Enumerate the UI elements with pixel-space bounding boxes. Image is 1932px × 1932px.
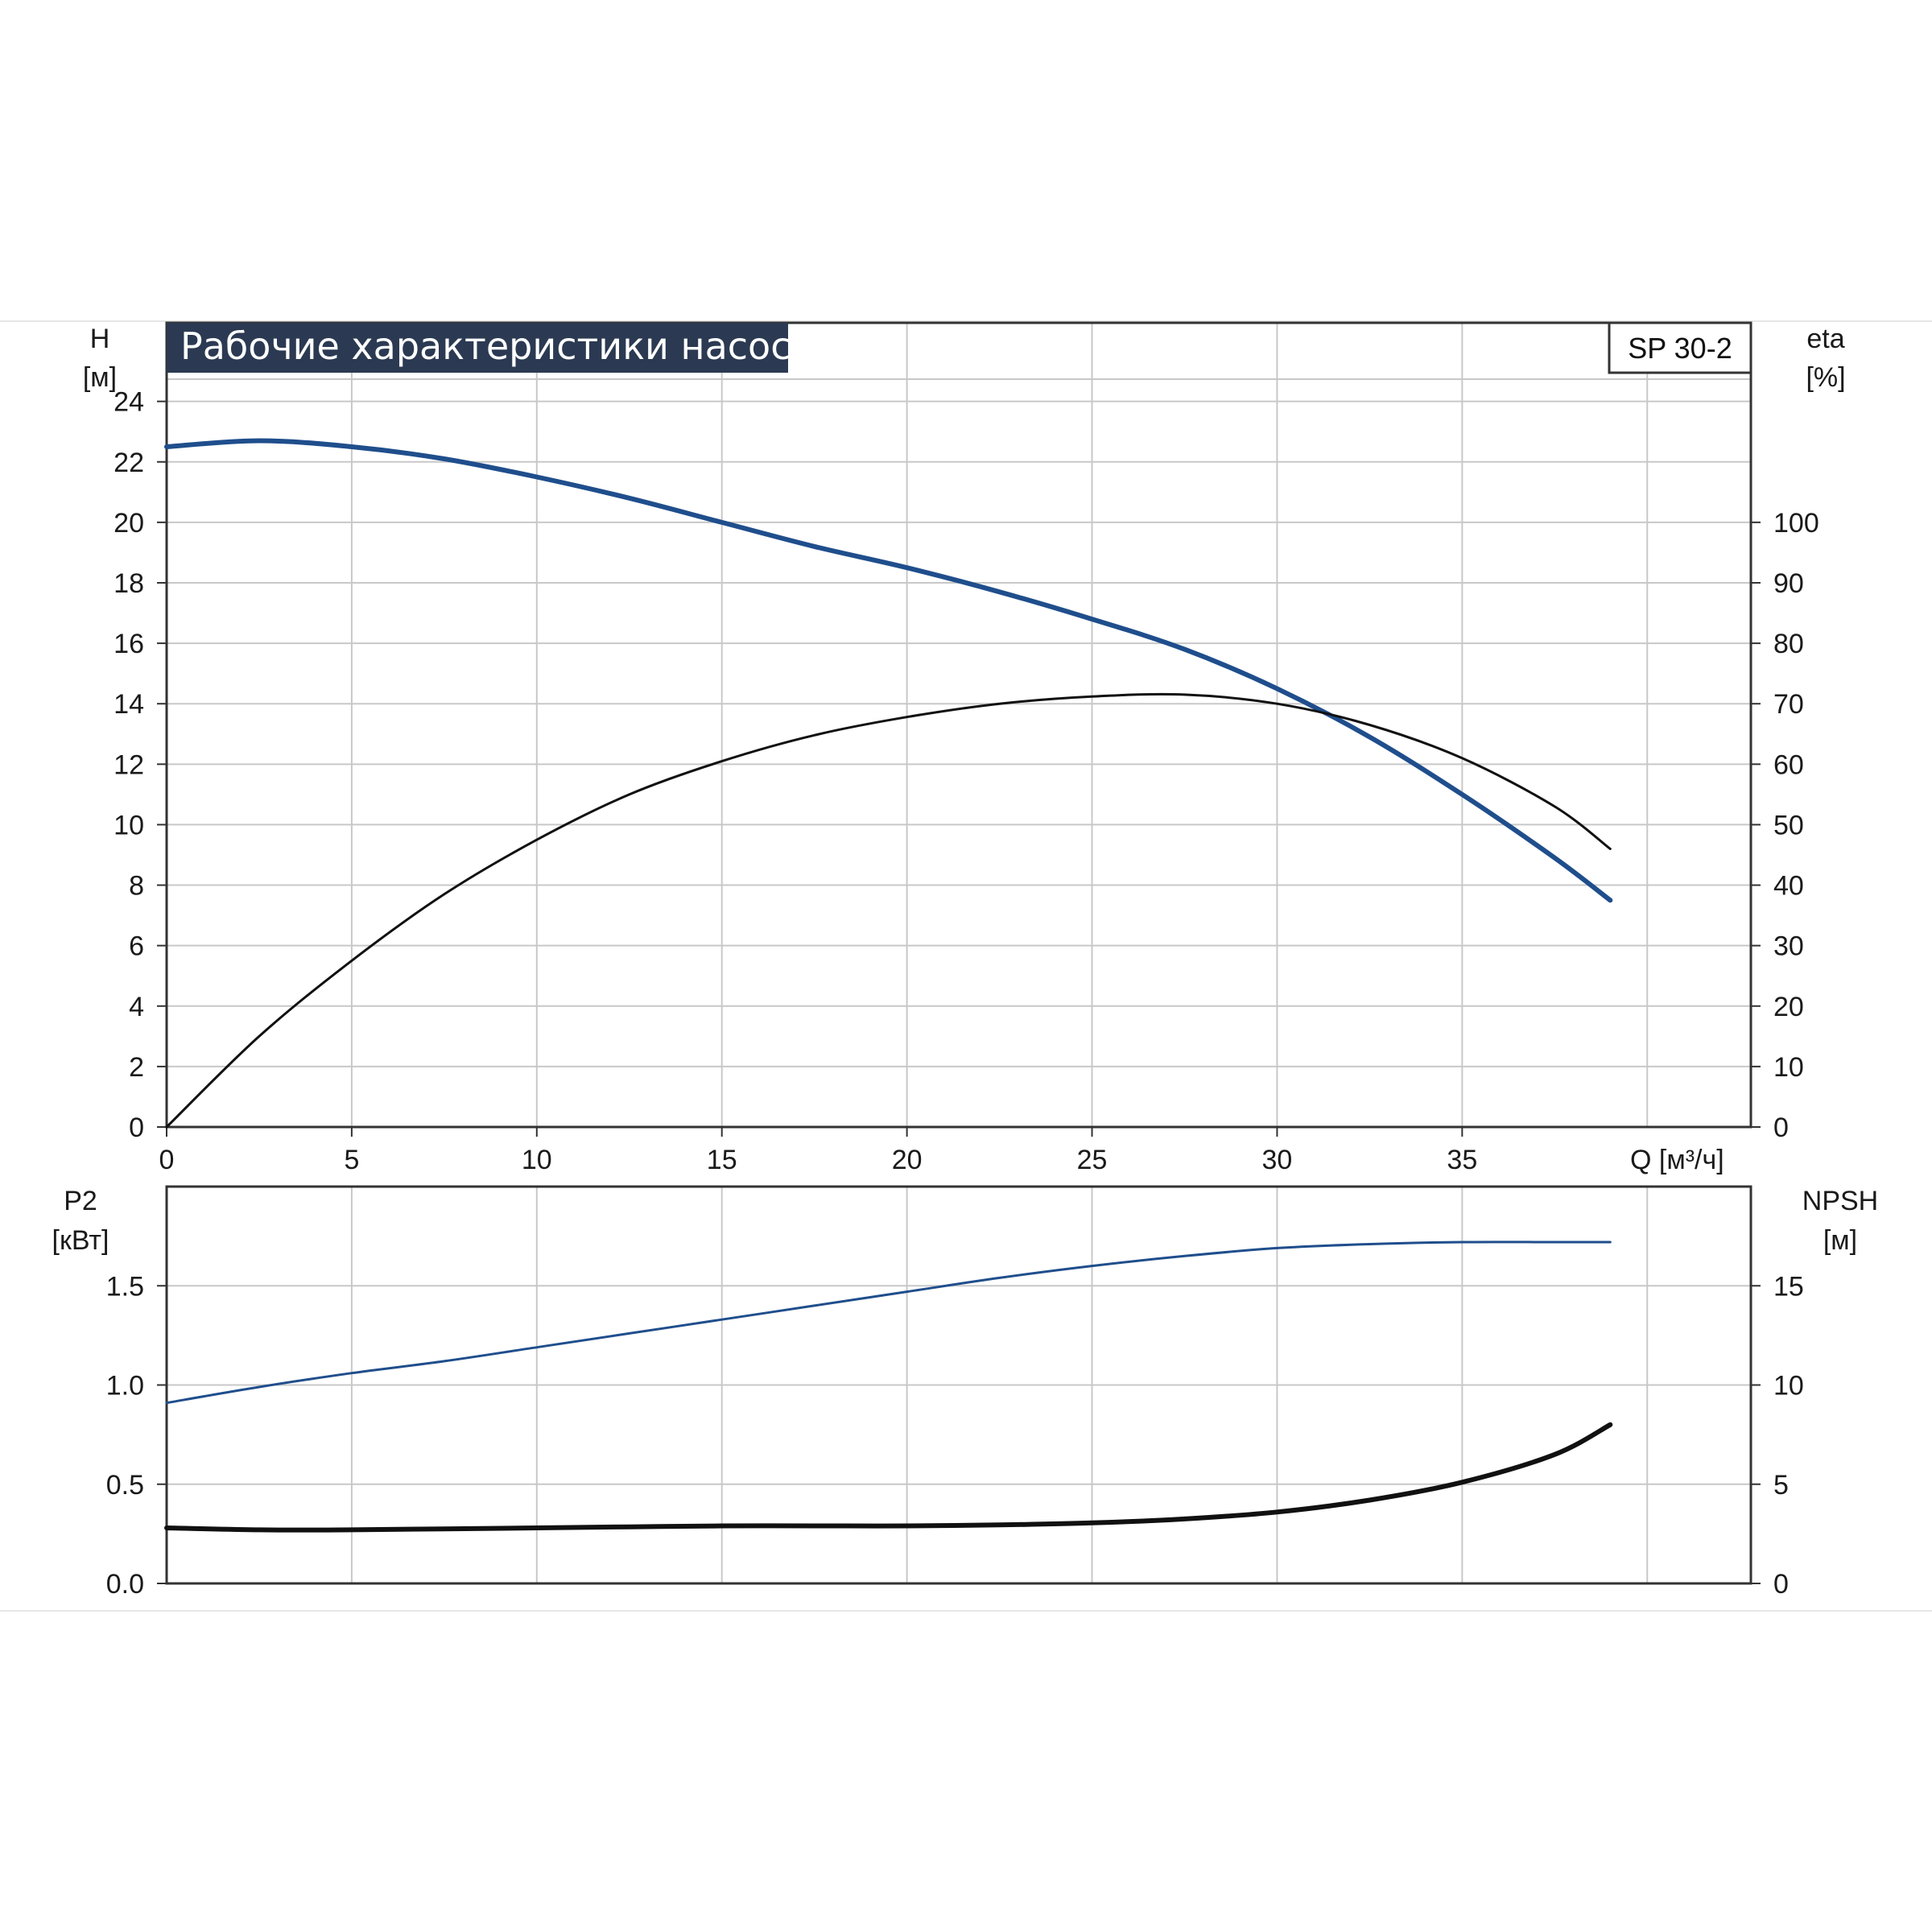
y-right-tick-label: 0 [1773,1113,1789,1143]
y-right-tick-label: 50 [1773,810,1804,840]
lower-series-line-0 [165,1241,1612,1405]
y-right-tick-label: 10 [1773,1052,1804,1083]
y-left-tick-label: 22 [114,448,144,478]
upper-grid [167,323,1751,1127]
y-left-tick-label: 0.5 [106,1470,144,1501]
y-left-label-upper-1: H [90,324,110,354]
y-left-tick-label: 0.0 [106,1569,144,1600]
model-box [1608,321,1752,374]
y-right-label-lower-1: NPSH [1802,1186,1878,1216]
y-left-tick-label: 24 [114,387,144,418]
lower-grid [167,1187,1751,1583]
y-right-tick-label: 60 [1773,749,1804,780]
y-right-tick-label: 90 [1773,568,1804,599]
y-right-tick-label: 70 [1773,689,1804,720]
x-tick-label: 10 [522,1145,552,1175]
y-left-label-lower-1: P2 [64,1186,97,1216]
y-left-tick-label: 16 [114,629,144,659]
y-right-label-upper-2: [%] [1806,362,1845,393]
x-tick-label: 25 [1077,1145,1108,1175]
y-left-label-upper-2: [м] [83,362,117,393]
y-left-tick-label: 1.0 [106,1371,144,1402]
y-right-label-lower-2: [м] [1823,1225,1857,1256]
x-tick-label: 35 [1447,1145,1477,1175]
x-axis-label: Q [м³/ч] [1630,1145,1724,1175]
x-tick-label: 20 [892,1145,923,1175]
y-right-tick-label: 30 [1773,931,1804,962]
x-tick-label: 15 [707,1145,737,1175]
y-right-tick-label: 5 [1773,1470,1789,1501]
y-left-tick-label: 14 [114,689,144,720]
y-right-tick-label: 80 [1773,629,1804,659]
upper-series-line-1 [165,692,1612,1129]
y-left-label-lower-2: [кВт] [52,1225,109,1256]
lower-tick-labels: 0.0 0.5 1.0 1.5 0 5 10 15 [106,1271,1804,1600]
y-right-tick-label: 10 [1773,1371,1804,1402]
x-tick-label: 5 [344,1145,359,1175]
y-left-tick-label: 4 [129,992,144,1022]
title-block [167,323,788,373]
y-right-tick-label: 15 [1773,1271,1804,1302]
y-left-tick-label: 18 [114,568,144,599]
y-right-tick-label: 100 [1773,508,1819,539]
upper-tick-labels: 0246810121416182022240102030405060708090… [114,387,1819,1175]
y-left-tick-label: 2 [129,1052,144,1083]
y-left-tick-label: 8 [129,871,144,902]
model-label: SP 30-2 [1628,332,1732,365]
chart-title: Рабочие характеристики насоса [180,324,814,368]
upper-series-line-0 [164,438,1613,903]
y-right-label-upper-1: eta [1806,324,1844,354]
upper-plot-frame [165,321,1752,1129]
lower-series [164,1241,1613,1533]
y-left-tick-label: 12 [114,749,144,780]
y-left-tick-label: 6 [129,931,144,962]
x-tick-label: 0 [159,1145,175,1175]
y-right-tick-label: 20 [1773,992,1804,1022]
x-tick-label: 30 [1262,1145,1293,1175]
y-left-tick-label: 1.5 [106,1271,144,1302]
lower-series-line-1 [164,1422,1613,1533]
y-left-tick-label: 10 [114,810,144,840]
y-right-tick-label: 40 [1773,871,1804,902]
y-left-tick-label: 0 [129,1113,144,1143]
y-right-tick-label: 0 [1773,1569,1789,1600]
upper-series [164,438,1613,1129]
y-left-tick-label: 20 [114,508,144,539]
